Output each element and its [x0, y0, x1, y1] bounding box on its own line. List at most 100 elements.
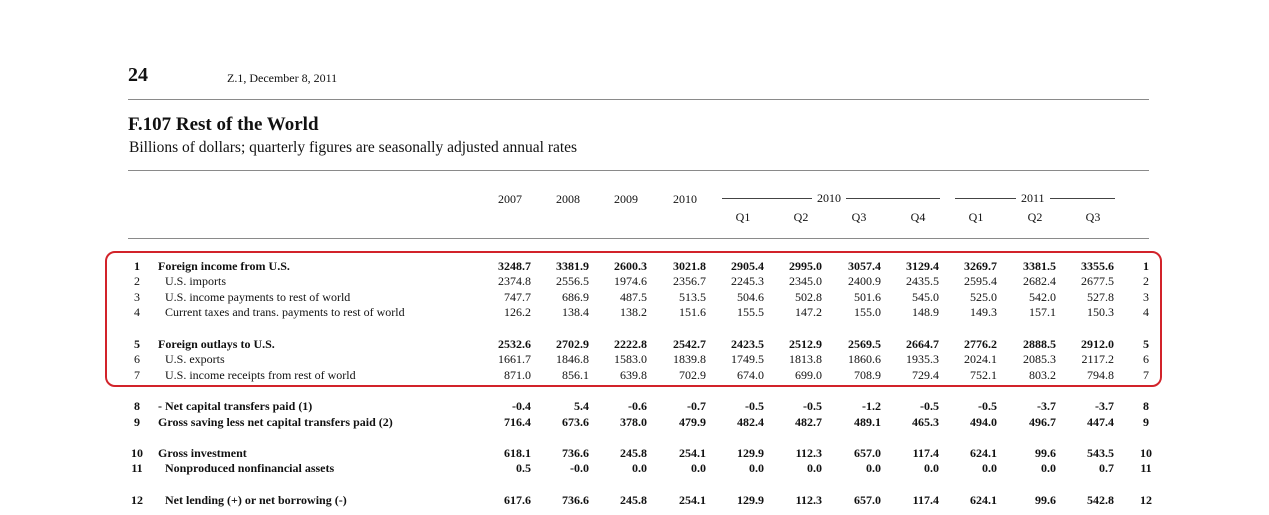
table-row: 8 - Net capital transfers paid (1) -0.4 5.4… — [0, 399, 1269, 414]
table-cell: 617.6 — [504, 493, 531, 507]
table-cell: 736.6 — [562, 493, 589, 507]
table-cell: 502.8 — [795, 290, 822, 304]
table-cell: 117.4 — [912, 493, 939, 507]
table-cell: 856.1 — [562, 368, 589, 382]
table-row: 1 Foreign income from U.S. 3248.7 3381.9 260… — [0, 259, 1269, 274]
table-cell: 527.8 — [1087, 290, 1114, 304]
table-cell: 2512.9 — [789, 337, 822, 351]
table-row: 6 U.S. exports 1661.7 1846.8 1583.0 1839.8 174… — [0, 352, 1269, 367]
row-line-number: 9 — [134, 415, 140, 429]
table-subtitle: Billions of dollars; quarterly figures a… — [129, 139, 578, 156]
table-cell: 0.0 — [749, 461, 764, 475]
table-cell: 2345.0 — [789, 274, 822, 288]
row-line-number-right: 3 — [1143, 290, 1149, 304]
row-line-number: 12 — [131, 493, 143, 507]
row-line-number-right: 2 — [1143, 274, 1149, 288]
title-rule — [128, 170, 1149, 171]
table-cell: 543.5 — [1087, 446, 1114, 460]
row-label: Foreign outlays to U.S. — [158, 337, 275, 351]
row-label: U.S. imports — [165, 274, 227, 288]
table-cell: 138.4 — [562, 305, 589, 319]
table-cell: 254.1 — [679, 446, 706, 460]
table-cell: 639.8 — [620, 368, 647, 382]
table-row: 11 Nonproduced nonfinancial assets 0.5 -0.0… — [0, 461, 1269, 476]
table-cell: 3381.5 — [1023, 259, 1056, 273]
table-cell: 487.5 — [620, 290, 647, 304]
table-cell: 245.8 — [620, 493, 647, 507]
table-row: 5 Foreign outlays to U.S. 2532.6 2702.9 2222… — [0, 337, 1269, 352]
row-line-number-right: 10 — [1140, 446, 1152, 460]
table-cell: 2542.7 — [673, 337, 706, 351]
table-cell: 2569.5 — [848, 337, 881, 351]
row-label: U.S. income payments to rest of world — [165, 290, 351, 304]
row-label: Foreign income from U.S. — [158, 259, 290, 273]
table-cell: -1.2 — [862, 399, 881, 413]
table-cell: 0.0 — [866, 461, 881, 475]
table-row: 9 Gross saving less net capital transfers… — [0, 415, 1269, 430]
table-cell: 686.9 — [562, 290, 589, 304]
table-cell: 147.2 — [795, 305, 822, 319]
table-cell: 5.4 — [574, 399, 589, 413]
table-cell: 2085.3 — [1023, 352, 1056, 366]
table-cell: -0.7 — [687, 399, 706, 413]
row-label: - Net capital transfers paid (1) — [158, 399, 313, 413]
table-cell: -3.7 — [1095, 399, 1114, 413]
table-cell: 3129.4 — [906, 259, 939, 273]
table-cell: 2245.3 — [731, 274, 764, 288]
table-cell: 99.6 — [1035, 446, 1056, 460]
table-cell: 752.1 — [970, 368, 997, 382]
table-cell: 0.0 — [807, 461, 822, 475]
table-cell: 1846.8 — [556, 352, 589, 366]
row-label: Gross investment — [158, 446, 247, 460]
row-line-number-right: 4 — [1143, 305, 1149, 319]
table-cell: 2400.9 — [848, 274, 881, 288]
table-cell: 157.1 — [1029, 305, 1056, 319]
header-rule — [128, 238, 1149, 239]
table-cell: 618.1 — [504, 446, 531, 460]
table-cell: 794.8 — [1087, 368, 1114, 382]
table-title: F.107 Rest of the World — [128, 114, 319, 135]
table-cell: 0.0 — [691, 461, 706, 475]
table-cell: 2664.7 — [906, 337, 939, 351]
column-header-q1-2010: Q1 — [735, 210, 751, 224]
table-cell: -3.7 — [1037, 399, 1056, 413]
table-cell: 465.3 — [912, 415, 939, 429]
table-cell: 736.6 — [562, 446, 589, 460]
table-cell: -0.0 — [570, 461, 589, 475]
table-cell: 1839.8 — [673, 352, 706, 366]
row-label: Nonproduced nonfinancial assets — [165, 461, 335, 475]
row-line-number-right: 8 — [1143, 399, 1149, 413]
table-cell: 545.0 — [912, 290, 939, 304]
table-cell: 2222.8 — [614, 337, 647, 351]
table-cell: 2677.5 — [1081, 274, 1114, 288]
table-cell: 112.3 — [795, 446, 822, 460]
table-cell: 0.0 — [982, 461, 997, 475]
column-header-2007: 2007 — [498, 192, 522, 206]
table-cell: 657.0 — [854, 493, 881, 507]
release-reference: Z.1, December 8, 2011 — [227, 71, 338, 85]
table-cell: 504.6 — [737, 290, 764, 304]
table-cell: 2905.4 — [731, 259, 764, 273]
table-cell: 525.0 — [970, 290, 997, 304]
table-cell: 1860.6 — [848, 352, 881, 366]
column-header-q1-2011: Q1 — [968, 210, 984, 224]
table-cell: 1583.0 — [614, 352, 647, 366]
table-cell: 447.4 — [1087, 415, 1114, 429]
row-line-number-right: 11 — [1140, 461, 1152, 475]
table-cell: 747.7 — [504, 290, 531, 304]
table-cell: 2556.5 — [556, 274, 589, 288]
group-header-2011: 2011 — [1016, 191, 1050, 206]
table-cell: 3269.7 — [964, 259, 997, 273]
table-cell: -0.4 — [512, 399, 531, 413]
table-row: 7 U.S. income receipts from rest of world… — [0, 368, 1269, 383]
table-cell: 245.8 — [620, 446, 647, 460]
table-cell: 138.2 — [620, 305, 647, 319]
table-cell: 2117.2 — [1081, 352, 1114, 366]
table-row: 12 Net lending (+) or net borrowing (-) 61… — [0, 493, 1269, 508]
table-cell: 2532.6 — [498, 337, 531, 351]
table-cell: 2423.5 — [731, 337, 764, 351]
table-cell: 1749.5 — [731, 352, 764, 366]
table-cell: 2374.8 — [498, 274, 531, 288]
table-cell: 803.2 — [1029, 368, 1056, 382]
table-cell: 149.3 — [970, 305, 997, 319]
